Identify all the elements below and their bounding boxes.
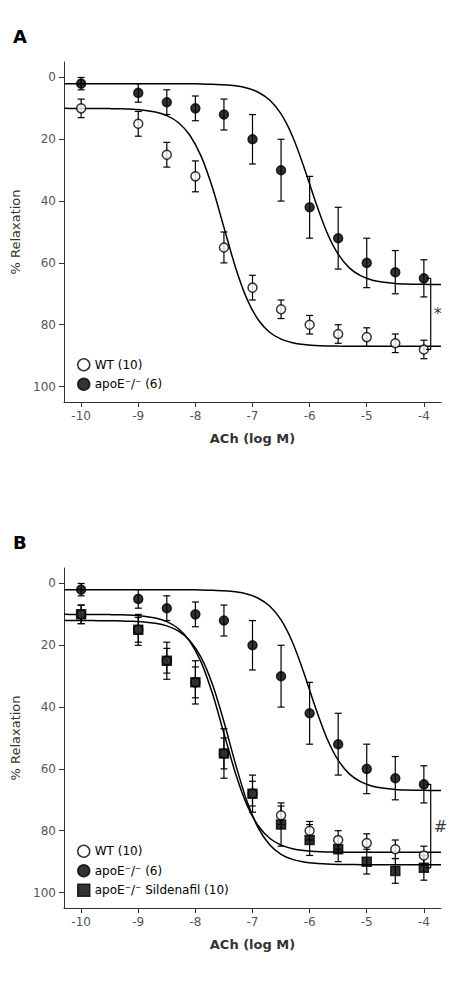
svg-text:-9: -9 xyxy=(132,409,144,423)
svg-text:20: 20 xyxy=(41,132,56,146)
svg-text:60: 60 xyxy=(41,256,56,270)
svg-text:% Relaxation: % Relaxation xyxy=(8,695,23,780)
svg-text:apoE⁻/⁻ (6): apoE⁻/⁻ (6) xyxy=(95,864,162,878)
svg-text:-4: -4 xyxy=(418,915,430,929)
svg-text:-5: -5 xyxy=(361,409,373,423)
svg-text:-4: -4 xyxy=(418,409,430,423)
svg-text:80: 80 xyxy=(41,318,56,332)
svg-text:40: 40 xyxy=(41,194,56,208)
svg-text:-5: -5 xyxy=(361,915,373,929)
svg-text:ACh (log M): ACh (log M) xyxy=(210,431,295,446)
svg-text:B: B xyxy=(13,532,27,553)
svg-text:-6: -6 xyxy=(304,915,316,929)
svg-text:ACh (log M): ACh (log M) xyxy=(210,937,295,952)
svg-text:-8: -8 xyxy=(189,409,201,423)
svg-text:A: A xyxy=(13,26,27,47)
svg-text:100: 100 xyxy=(33,380,56,394)
svg-text:60: 60 xyxy=(41,762,56,776)
svg-text:-8: -8 xyxy=(189,915,201,929)
svg-text:80: 80 xyxy=(41,824,56,838)
svg-text:-9: -9 xyxy=(132,915,144,929)
svg-text:100: 100 xyxy=(33,886,56,900)
svg-text:-10: -10 xyxy=(71,915,91,929)
svg-text:apoE⁻/⁻ Sildenafil (10): apoE⁻/⁻ Sildenafil (10) xyxy=(95,883,229,897)
svg-text:-7: -7 xyxy=(247,409,259,423)
svg-text:WT (10): WT (10) xyxy=(95,358,143,372)
svg-text:*: * xyxy=(434,304,442,323)
svg-text:-10: -10 xyxy=(71,409,91,423)
svg-text:#: # xyxy=(434,817,447,836)
svg-text:0: 0 xyxy=(48,70,56,84)
svg-text:apoE⁻/⁻ (6): apoE⁻/⁻ (6) xyxy=(95,377,162,391)
svg-text:0: 0 xyxy=(48,576,56,590)
svg-text:-6: -6 xyxy=(304,409,316,423)
svg-text:40: 40 xyxy=(41,700,56,714)
svg-text:20: 20 xyxy=(41,638,56,652)
svg-text:WT (10): WT (10) xyxy=(95,844,143,858)
svg-text:-7: -7 xyxy=(247,915,259,929)
svg-text:% Relaxation: % Relaxation xyxy=(8,189,23,274)
